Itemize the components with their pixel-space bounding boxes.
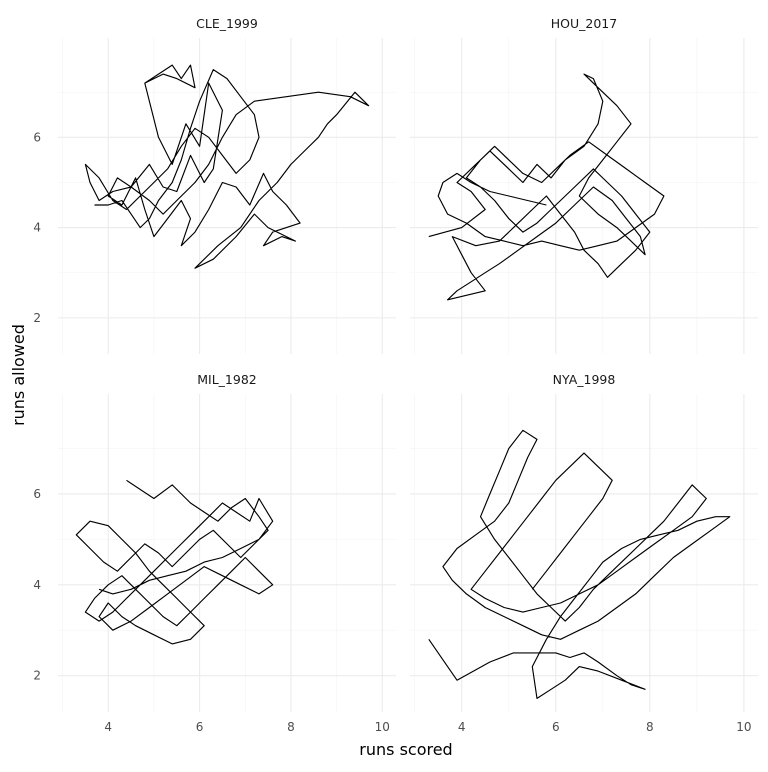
x-tick-label: 8 xyxy=(287,720,295,734)
facet-strip-label: CLE_1999 xyxy=(196,16,258,31)
y-tick-label: 4 xyxy=(33,578,41,592)
x-axis-title: runs scored xyxy=(359,740,452,759)
x-tick-label: 4 xyxy=(458,720,466,734)
x-tick-label: 10 xyxy=(736,720,751,734)
x-tick-label: 8 xyxy=(646,720,654,734)
x-tick-label: 6 xyxy=(552,720,560,734)
y-tick-label: 6 xyxy=(33,487,41,501)
series-line-NYA_1998 xyxy=(428,429,731,699)
series-line-MIL_1982 xyxy=(75,479,274,645)
series-line-CLE_1999 xyxy=(84,64,370,269)
facet-strip-label: MIL_1982 xyxy=(197,372,257,387)
facet-strip-label: NYA_1998 xyxy=(553,372,616,387)
y-tick-label: 6 xyxy=(33,130,41,144)
x-tick-label: 10 xyxy=(375,720,390,734)
x-tick-label: 4 xyxy=(104,720,112,734)
x-tick-label: 6 xyxy=(196,720,204,734)
series-line-HOU_2017 xyxy=(428,73,665,301)
y-tick-label: 2 xyxy=(33,669,41,683)
y-tick-label: 4 xyxy=(33,221,41,235)
y-axis-title: runs allowed xyxy=(9,324,28,426)
facet-strip-label: HOU_2017 xyxy=(551,16,617,31)
y-tick-label: 2 xyxy=(33,311,41,325)
